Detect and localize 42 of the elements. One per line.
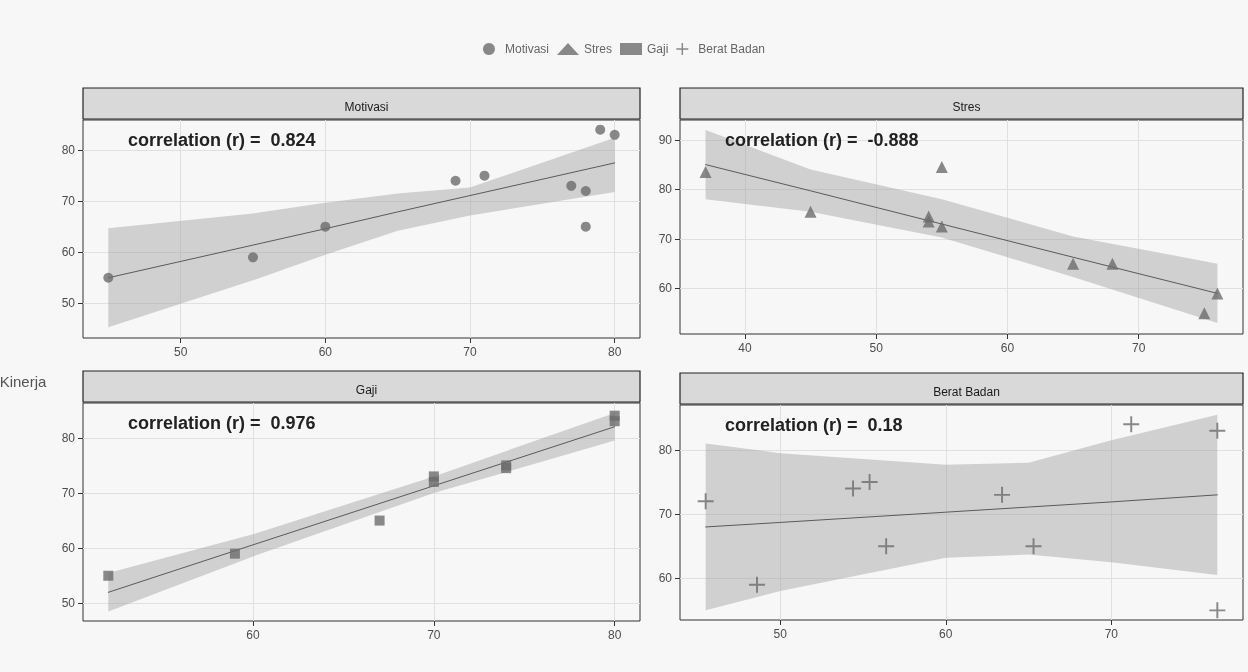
y-tick-label: 70: [61, 485, 76, 500]
x-tick-label: 50: [869, 341, 884, 355]
y-tick-label: 60: [658, 281, 673, 296]
x-tick-label: 40: [738, 341, 752, 355]
x-tick-label: 60: [939, 627, 953, 641]
y-tick-label: 50: [61, 296, 76, 311]
y-tick-label: 60: [61, 245, 76, 260]
text: Berat Badan: [698, 42, 766, 56]
x-tick-label: 70: [1104, 627, 1119, 641]
y-tick-label: 80: [658, 442, 673, 457]
y-axis-title: Kinerja: [0, 372, 47, 390]
x-tick-label: 50: [173, 345, 188, 359]
x-tick-label: 70: [427, 628, 441, 642]
x-tick-label: 60: [246, 628, 260, 642]
x-tick-label: 60: [318, 345, 333, 359]
chart-title: Berat Badan: [933, 385, 1000, 399]
chart-title: Stres: [952, 100, 981, 114]
annotation: correlation (r) = 0.824: [128, 130, 316, 150]
x-tick-label: 80: [608, 628, 622, 642]
legend-label: Motivasi: [504, 42, 549, 56]
annotation: correlation (r) = 0.18: [725, 415, 903, 435]
y-tick-label: 70: [61, 194, 76, 209]
y-tick-label: 60: [61, 541, 76, 556]
y-tick-label: 70: [658, 231, 673, 246]
x-tick-label: 70: [1131, 341, 1146, 355]
y-tick-label: 80: [658, 182, 673, 197]
y-tick-label: 80: [61, 430, 76, 445]
x-tick-label: 80: [608, 345, 622, 359]
y-tick-label: 90: [658, 132, 673, 147]
y-tick-label: 60: [658, 571, 673, 586]
legend-label: Gaji: [646, 42, 669, 56]
chart-title: Gaji: [355, 383, 378, 397]
y-tick-label: 50: [61, 596, 76, 611]
x-tick-label: 70: [463, 345, 477, 359]
y-tick-label: 70: [658, 507, 673, 522]
legend-label: Stres: [583, 42, 612, 56]
x-tick-label: 50: [773, 627, 788, 641]
annotation: correlation (r) = 0.976: [128, 413, 316, 433]
chart-title: Motivasi: [344, 100, 389, 114]
annotation: correlation (r) = -0.888: [725, 130, 919, 150]
y-tick-label: 80: [61, 143, 76, 158]
x-tick-label: 60: [1000, 341, 1015, 355]
